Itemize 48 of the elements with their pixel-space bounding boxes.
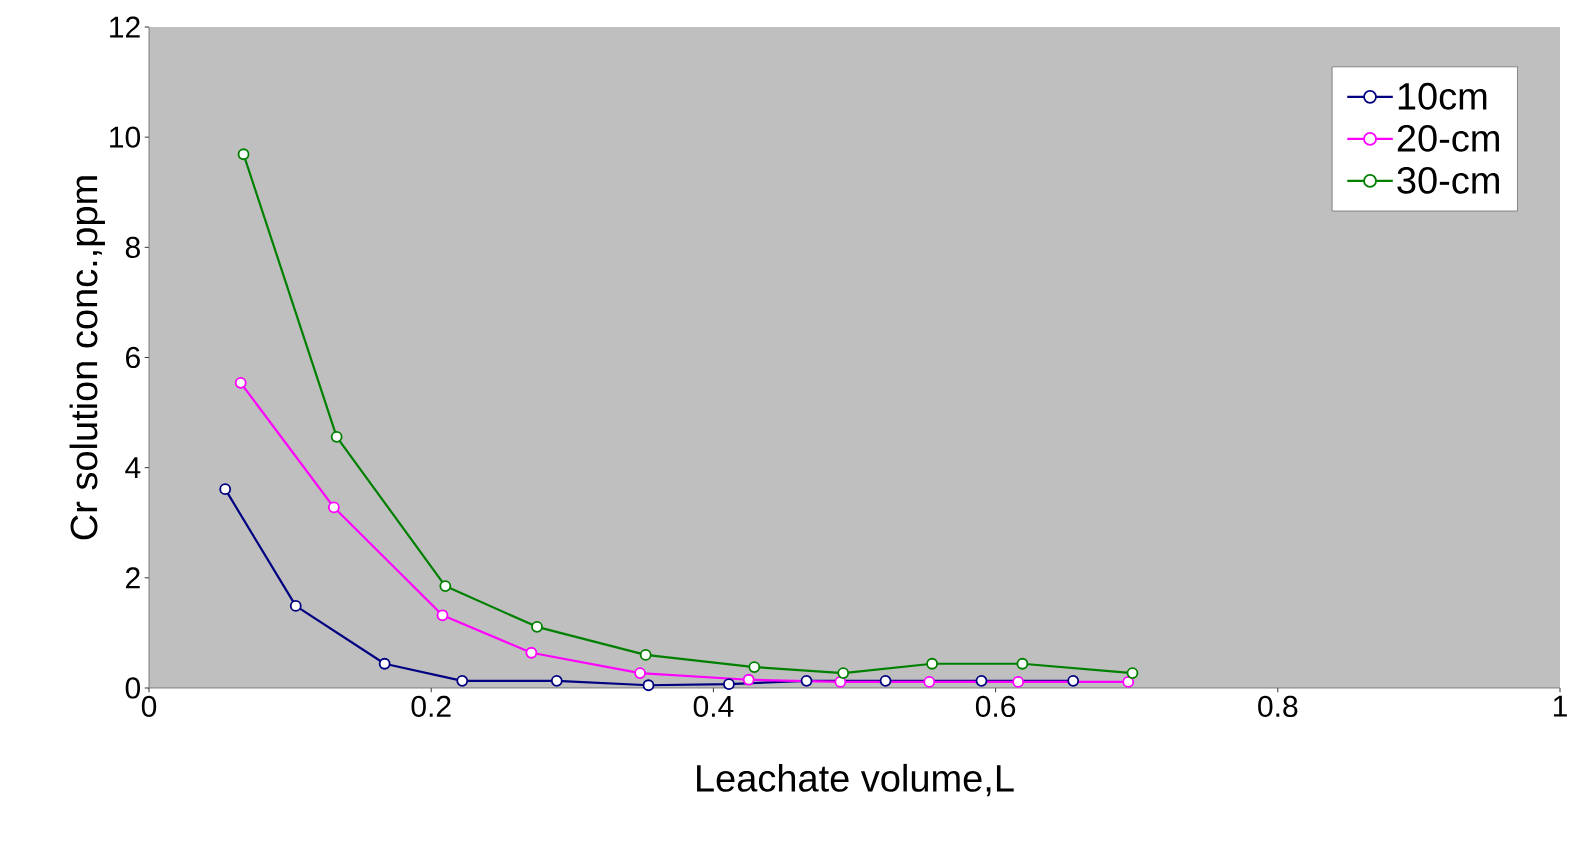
- point: [1012, 676, 1025, 688]
- point: [723, 678, 735, 691]
- point: [639, 649, 652, 661]
- point: [439, 580, 452, 592]
- point: [330, 430, 343, 443]
- point: [289, 600, 302, 612]
- point: [742, 673, 755, 686]
- point: [926, 657, 939, 670]
- y-tick-label: 10: [110, 126, 141, 148]
- y-tick-label: 6: [126, 346, 140, 369]
- y-tick-label: 8: [125, 236, 140, 258]
- point: [748, 661, 761, 673]
- point: [1122, 676, 1135, 688]
- point: [237, 148, 250, 161]
- x-tick-label: 0.2: [411, 695, 451, 718]
- point: [456, 674, 469, 687]
- x-tick-label: 1: [1553, 695, 1567, 717]
- y-tick-label: 4: [125, 457, 141, 478]
- point: [234, 376, 247, 389]
- legend-label: 20-cm: [1397, 124, 1499, 152]
- x-tick-label: 0.6: [975, 695, 1016, 718]
- point: [531, 620, 543, 633]
- point: [879, 674, 892, 687]
- y-tick-label: 12: [110, 16, 140, 38]
- point: [550, 674, 563, 687]
- x-tick-label: 0.4: [693, 695, 734, 718]
- point: [642, 679, 655, 692]
- point: [1067, 674, 1080, 687]
- x-axis-title: Leachate volume,L: [697, 763, 1014, 797]
- y-tick-label: 0: [125, 677, 141, 699]
- point: [634, 667, 646, 680]
- y-tick-label: 2: [126, 567, 140, 589]
- point: [1126, 667, 1139, 680]
- point: [800, 674, 813, 687]
- point: [837, 667, 850, 680]
- x-tick-label: 0.8: [1258, 695, 1298, 718]
- point: [923, 676, 936, 688]
- y-axis-title: Cr solution conc.,ppm: [69, 176, 105, 540]
- point: [436, 609, 449, 622]
- point: [525, 646, 538, 659]
- x-tick-label: 0: [141, 695, 157, 718]
- point: [975, 674, 988, 687]
- legend-label: 10cm: [1398, 82, 1487, 110]
- point: [327, 501, 340, 514]
- legend-label: 30-cm: [1397, 166, 1499, 194]
- point: [378, 657, 391, 670]
- point: [219, 483, 232, 496]
- point: [1016, 657, 1029, 670]
